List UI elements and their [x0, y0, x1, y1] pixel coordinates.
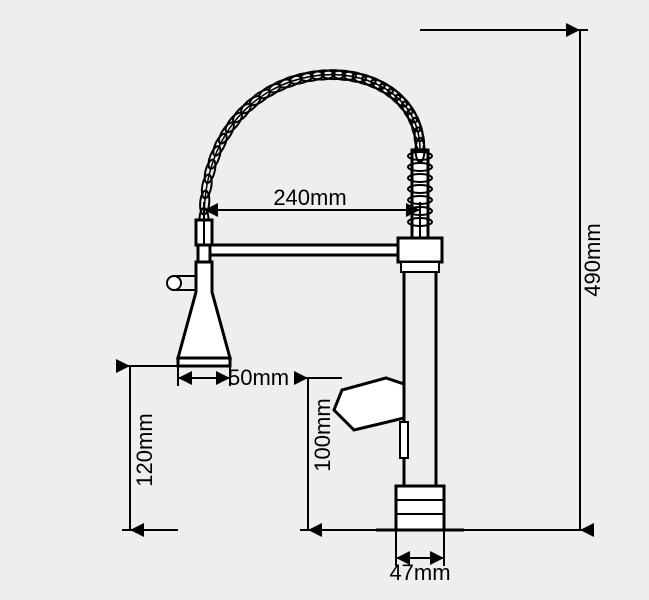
dim-label-total-height: 490mm: [580, 223, 605, 296]
dim-label-reach: 240mm: [273, 185, 346, 210]
dim-label-base-diam: 47mm: [389, 560, 450, 585]
dim-label-spray-diam: 50mm: [228, 365, 289, 390]
faucet-dimension-diagram: 490mm 240mm 50mm 120mm 100mm 47mm: [0, 0, 649, 600]
dim-label-handle-height: 100mm: [310, 398, 335, 471]
dimension-annotations: [122, 30, 588, 566]
dim-label-spray-height: 120mm: [132, 413, 157, 486]
